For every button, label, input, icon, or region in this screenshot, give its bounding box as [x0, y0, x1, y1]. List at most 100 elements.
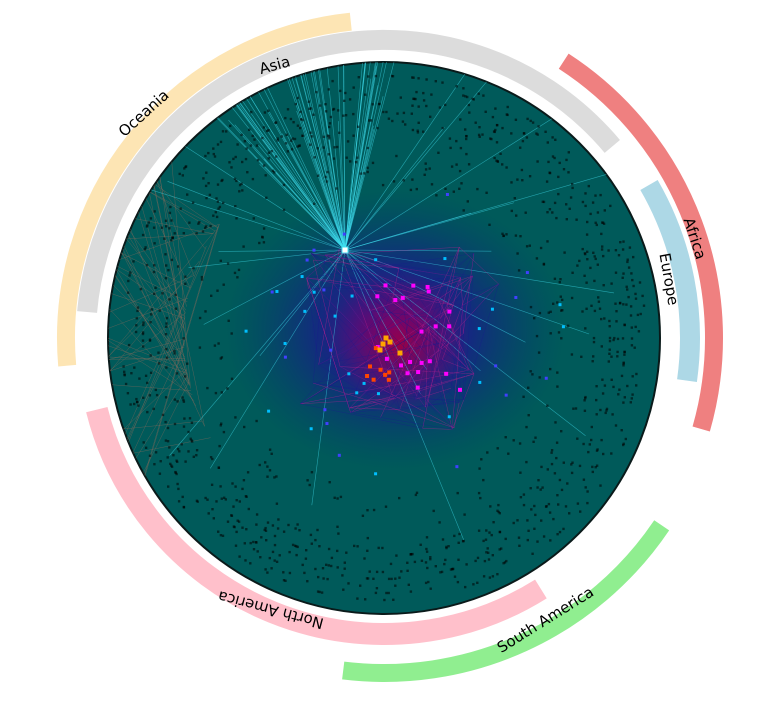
outer-node [617, 254, 621, 257]
outer-node [541, 486, 544, 489]
region-arc-oceania [56, 12, 352, 367]
outer-node [458, 187, 461, 190]
outer-node [466, 95, 469, 99]
outer-node [447, 545, 450, 548]
outer-node [396, 112, 399, 115]
magenta-node [416, 370, 421, 375]
outer-node [234, 544, 238, 547]
outer-node [553, 156, 556, 160]
core-edge [396, 277, 461, 289]
outer-node [571, 461, 574, 464]
outer-node [504, 436, 507, 439]
outer-node [205, 171, 208, 174]
outer-node [235, 217, 238, 220]
outer-node [266, 129, 269, 133]
outer-node [519, 496, 523, 499]
outer-node [212, 517, 215, 520]
outer-node [449, 568, 453, 571]
outer-node [221, 534, 225, 537]
outer-node [448, 137, 452, 140]
outer-node [181, 174, 184, 177]
outer-node [234, 416, 237, 419]
region-arc-south-america [342, 520, 670, 682]
peripheral-core-node [337, 453, 341, 457]
outer-node [371, 103, 374, 106]
outer-node [512, 521, 515, 525]
periphery-edge [138, 211, 190, 384]
outer-node [478, 126, 481, 129]
core-edge [393, 318, 410, 399]
outer-node [377, 546, 380, 550]
outer-node [238, 500, 241, 503]
outer-node [207, 151, 210, 155]
core-edge [300, 283, 499, 405]
hub-edge [342, 62, 346, 251]
outer-node [542, 263, 546, 266]
outer-node [575, 218, 578, 221]
outer-node [545, 180, 549, 183]
outer-node [258, 241, 261, 245]
outer-node [422, 91, 425, 95]
outer-node [634, 325, 637, 329]
outer-node [602, 452, 605, 456]
core-edge [318, 364, 423, 429]
outer-node [553, 472, 557, 475]
outer-node [158, 362, 161, 365]
outer-node [591, 201, 595, 204]
outer-node [497, 503, 500, 507]
outer-node [425, 547, 428, 551]
outer-node [505, 233, 508, 236]
outer-node [308, 483, 311, 487]
outer-node [278, 554, 281, 557]
outer-node [282, 530, 286, 533]
outer-node [266, 465, 269, 468]
peripheral-core-node [323, 408, 327, 412]
outer-node [427, 580, 430, 584]
periphery-edge [111, 293, 186, 319]
magenta-node [427, 359, 432, 364]
outer-node [284, 142, 288, 145]
outer-node [158, 472, 162, 475]
core-edge [339, 253, 475, 367]
outer-node [592, 355, 595, 358]
outer-node [149, 217, 153, 220]
hub-edge [344, 62, 413, 251]
outer-node [546, 468, 549, 471]
outer-node [528, 244, 531, 247]
outer-node [536, 486, 539, 489]
outer-node [242, 479, 246, 482]
outer-node [135, 317, 138, 320]
outer-node [494, 128, 497, 132]
outer-node [383, 598, 386, 602]
outer-node [415, 90, 418, 94]
outer-node [483, 559, 487, 563]
core-edge [306, 277, 453, 430]
outer-node [286, 108, 290, 111]
outer-node [198, 316, 202, 320]
outer-node [331, 108, 335, 111]
outer-node [532, 440, 535, 443]
outer-node [524, 211, 527, 214]
outer-node [366, 146, 370, 150]
outer-node [344, 114, 348, 117]
outer-node [476, 187, 479, 191]
outer-node [539, 246, 543, 250]
outer-node [533, 504, 536, 508]
core-edge [300, 301, 393, 404]
outer-node [595, 413, 598, 416]
outer-node [295, 553, 298, 557]
outer-node [505, 166, 508, 169]
hub-edge [300, 62, 346, 251]
outer-node [520, 168, 524, 172]
outer-node [293, 137, 297, 141]
outer-node [316, 174, 320, 177]
outer-node [525, 245, 529, 248]
outer-node [282, 579, 286, 582]
hub-node [341, 246, 349, 254]
peripheral-core-node [362, 381, 366, 385]
outer-node [183, 167, 186, 170]
outer-node [510, 132, 513, 135]
outer-node [328, 122, 332, 125]
hub-edge [311, 249, 346, 506]
outer-node [562, 527, 565, 531]
